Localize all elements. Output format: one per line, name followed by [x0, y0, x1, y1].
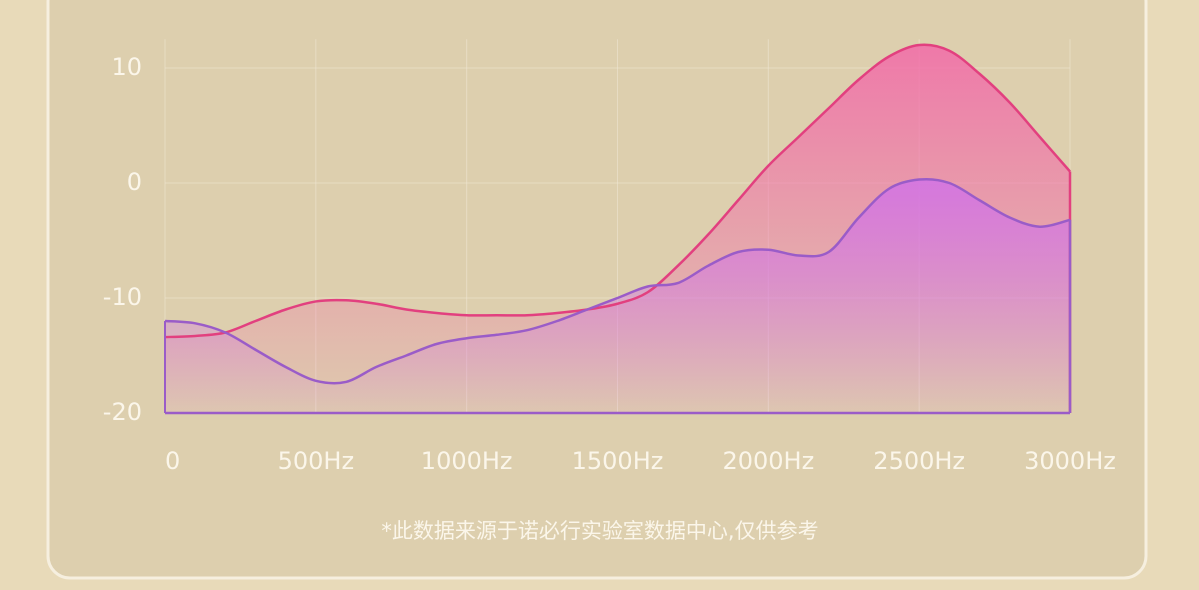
line — [164, 177, 1071, 385]
x-tick-label: 1500Hz — [572, 447, 664, 475]
y-tick-label: -20 — [103, 398, 142, 426]
y-tick-label: -10 — [103, 283, 142, 311]
x-tick-label: 1000Hz — [421, 447, 513, 475]
line — [164, 43, 1071, 339]
x-tick-label: 500Hz — [278, 447, 354, 475]
footnote: *此数据来源于诺必行实验室数据中心,仅供参考 — [381, 519, 818, 543]
x-tick-label: 0 — [165, 447, 180, 475]
x-tick-label: 2500Hz — [873, 447, 965, 475]
x-tick-label: 3000Hz — [1024, 447, 1116, 475]
x-tick-label: 2000Hz — [722, 447, 814, 475]
y-tick-label: 10 — [111, 53, 142, 81]
y-tick-label: 0 — [127, 168, 142, 196]
